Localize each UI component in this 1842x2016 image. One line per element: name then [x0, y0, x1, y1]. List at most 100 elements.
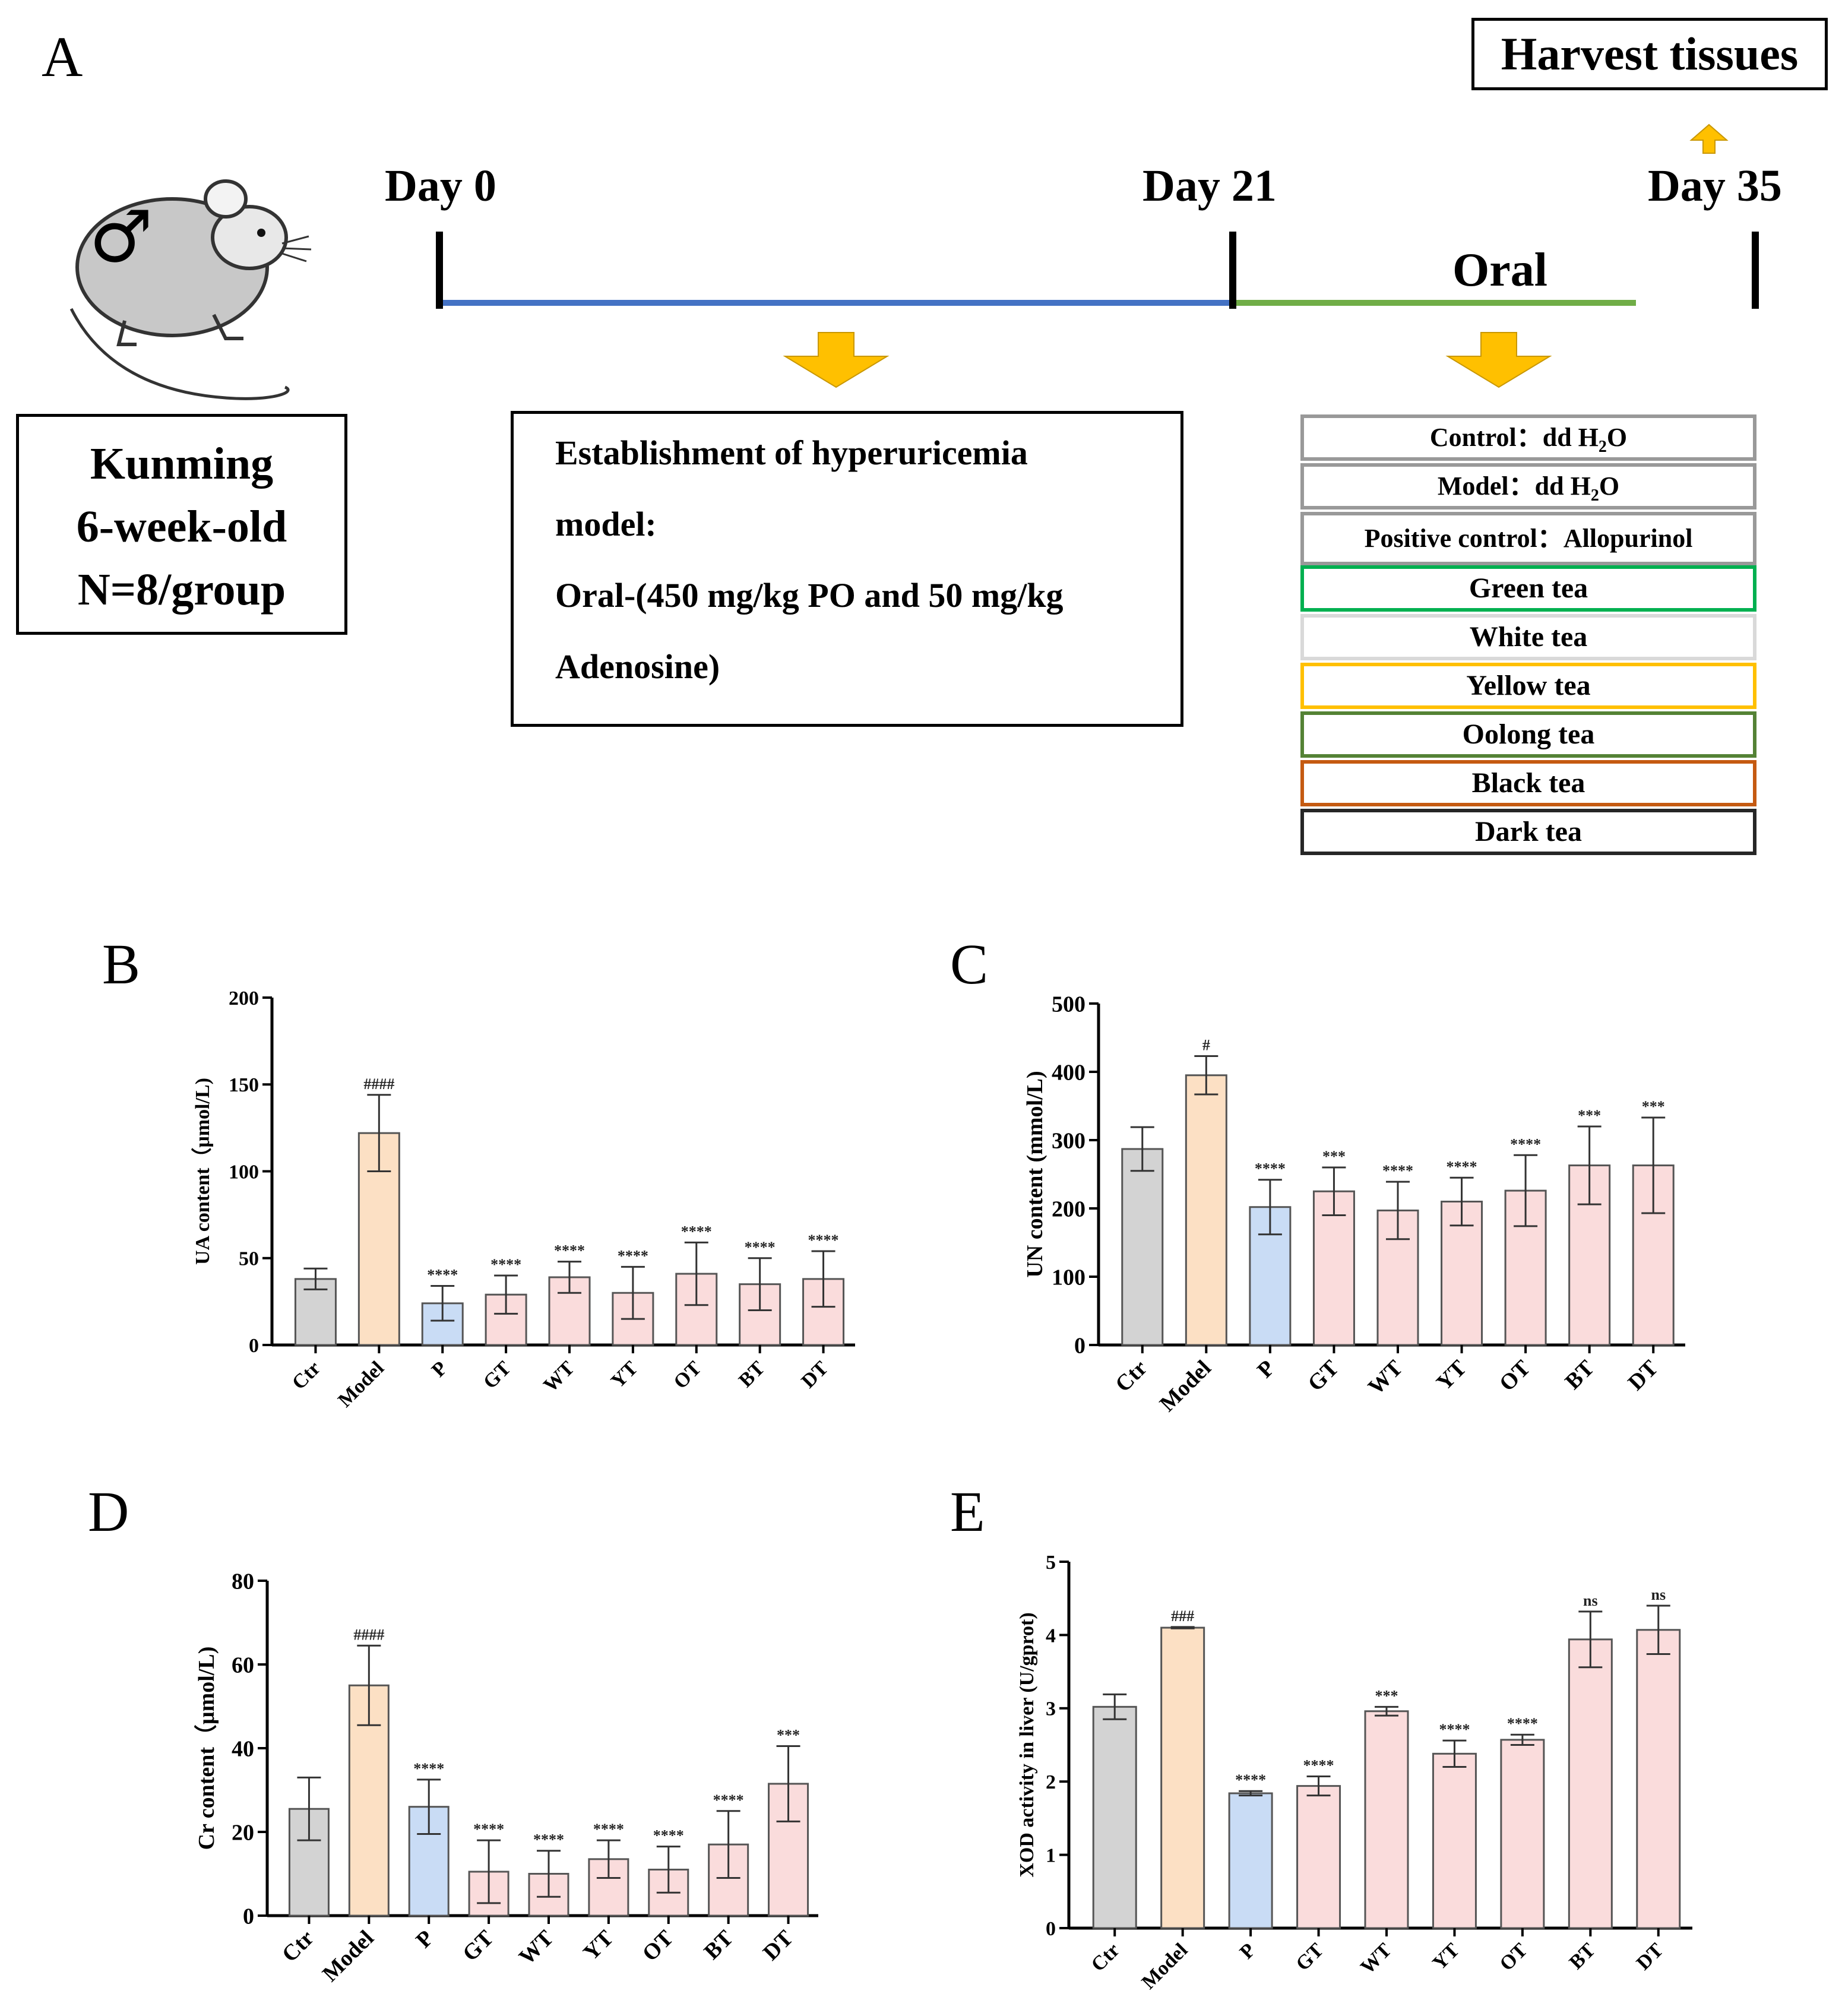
chart-e-significance-label: ****	[1303, 1757, 1334, 1774]
harvest-label: Harvest tissues	[1501, 28, 1799, 80]
chart-d-ylabel: Cr content（μmol/L)	[194, 1647, 219, 1850]
strain-n: N=8/group	[77, 565, 286, 615]
positive-label: Positive control：	[1364, 524, 1564, 553]
harvest-arrow	[1689, 124, 1729, 154]
chart-c-significance-label: #	[1202, 1037, 1210, 1054]
chart-c-xtick-label: BT	[1560, 1356, 1599, 1395]
chart-d-bar-dt	[768, 1783, 809, 1917]
chart-e-significance-label: ****	[1235, 1771, 1266, 1789]
chart-e-xtick-label: YT	[1429, 1939, 1464, 1974]
chart-e-bar-model	[1160, 1626, 1205, 1929]
chart-c-xtick-label: GT	[1303, 1356, 1344, 1397]
day21-tick	[1229, 232, 1236, 309]
chart-e-xtick-label: DT	[1632, 1939, 1668, 1974]
chart-c-bar-gt	[1312, 1190, 1355, 1346]
chart-e-ytick-label: 4	[1046, 1625, 1056, 1647]
chart-c-ytick-label: 500	[1052, 992, 1085, 1017]
chart-c-bar-bt	[1568, 1164, 1611, 1346]
male-symbol: ♂	[89, 196, 153, 278]
day21-label: Day 21	[1142, 161, 1277, 211]
model-down-arrow	[783, 332, 890, 388]
chart-c-xtick-label: Model	[1155, 1356, 1216, 1417]
chart-b-significance-label: ****	[681, 1223, 712, 1240]
chart-e-bar-wt	[1364, 1710, 1409, 1929]
chart-b-significance-label: ****	[745, 1239, 776, 1256]
chart-e-xtick-label: GT	[1292, 1939, 1328, 1975]
chart-e-bar-ot	[1500, 1739, 1545, 1929]
timeline-phase1-bar	[441, 300, 1234, 306]
strain-age: 6-week-old	[76, 502, 287, 552]
chart-d-bar-gt	[468, 1871, 509, 1917]
chart-e-bar-dt	[1636, 1629, 1681, 1929]
chart-c-xtick-label: WT	[1363, 1356, 1408, 1400]
chart-d-xtick-label: BT	[699, 1926, 738, 1965]
chart-b-bar-model	[357, 1132, 400, 1346]
chart-b-xtick-label: DT	[797, 1357, 833, 1392]
chart-d-bar-model	[348, 1684, 390, 1917]
harvest-box: Harvest tissues	[1471, 18, 1828, 90]
chart-c-ytick-label: 100	[1052, 1265, 1085, 1290]
chart-d-xtick-label: Model	[318, 1926, 379, 1987]
day35-tick	[1752, 232, 1759, 309]
oral-label: Oral	[1452, 244, 1547, 296]
chart-d-ytick-label: 80	[232, 1569, 254, 1594]
chart-b-xtick-label: GT	[479, 1357, 515, 1393]
chart-c-significance-label: ****	[1510, 1135, 1541, 1153]
chart-d-significance-label: ****	[413, 1760, 444, 1777]
group-green-tea: Green tea	[1300, 565, 1756, 612]
chart-d-bar-ot	[648, 1868, 689, 1917]
chart-c-bar-p	[1249, 1206, 1292, 1346]
chart-b-bar-wt	[548, 1276, 591, 1346]
group-oolong-tea: Oolong tea	[1300, 711, 1756, 758]
chart-e-significance-label: ***	[1375, 1687, 1398, 1704]
chart-c-significance-label: ***	[1322, 1148, 1346, 1165]
group-black-tea: Black tea	[1300, 760, 1756, 806]
chart-d-xtick-label: DT	[758, 1926, 798, 1966]
chart-d-significance-label: ****	[653, 1827, 684, 1844]
chart-d-bar-p	[408, 1806, 450, 1917]
chart-d-xtick-label: Ctr	[277, 1926, 319, 1967]
model-label: Model：	[1437, 471, 1535, 501]
chart-d-ytick-label: 40	[232, 1736, 254, 1761]
chart-d-significance-label: ****	[473, 1821, 504, 1838]
panel-c-letter: C	[950, 932, 989, 996]
chart-c-xtick-label: YT	[1432, 1356, 1471, 1395]
chart-b-xtick-label: P	[428, 1357, 452, 1381]
strain-box: Kunming 6-week-old N=8/group	[16, 414, 347, 635]
chart-e-xtick-label: Ctr	[1087, 1939, 1124, 1976]
day35-label: Day 35	[1648, 161, 1782, 211]
chart-d-bar-wt	[528, 1873, 569, 1917]
chart-e-ylabel: XOD activity in liver (U/gprot)	[1016, 1612, 1038, 1877]
chart-e-xtick-label: P	[1236, 1939, 1260, 1963]
chart-e-bar-gt	[1296, 1785, 1341, 1929]
chart-c-xtick-label: Ctr	[1110, 1356, 1152, 1397]
group-model: Model：dd H2O	[1300, 463, 1756, 509]
chart-e-bar-bt	[1568, 1638, 1613, 1929]
chart-e-significance-label: ns	[1651, 1586, 1666, 1603]
chart-c-significance-label: ****	[1382, 1162, 1413, 1179]
chart-b-xtick-label: YT	[607, 1357, 643, 1392]
chart-d-xtick-label: GT	[458, 1926, 499, 1967]
chart-b-ytick-label: 100	[229, 1161, 259, 1183]
model-line-2: model:	[555, 505, 657, 543]
chart-b-ylabel: UA content（μmol/L)	[191, 1078, 214, 1265]
chart-b-ytick-label: 200	[229, 988, 259, 1009]
chart-e-xtick-label: OT	[1496, 1939, 1532, 1975]
panel-d-letter: D	[88, 1480, 129, 1543]
chart-d-significance-label: ***	[777, 1726, 800, 1743]
chart-b-ytick-label: 50	[239, 1248, 259, 1270]
chart-c-ylabel: UN content (mmol/L)	[1023, 1071, 1047, 1277]
chart-b-bar-dt	[802, 1278, 845, 1346]
control-tail: O	[1606, 423, 1628, 452]
chart-b-bar-ctr	[294, 1278, 337, 1346]
chart-d-xtick-label: OT	[638, 1926, 679, 1967]
chart-d-bar-bt	[708, 1843, 749, 1917]
chart-d-significance-label: ****	[533, 1831, 564, 1849]
chart-c-bar-ot	[1504, 1189, 1547, 1346]
chart-d-ytick-label: 60	[232, 1653, 254, 1678]
chart-e-ytick-label: 1	[1046, 1845, 1056, 1867]
chart-e-bar-ctr	[1092, 1705, 1137, 1929]
strain-name: Kunming	[90, 439, 274, 489]
positive-value: Allopurinol	[1563, 524, 1693, 553]
chart-b-significance-label: ****	[808, 1232, 839, 1249]
